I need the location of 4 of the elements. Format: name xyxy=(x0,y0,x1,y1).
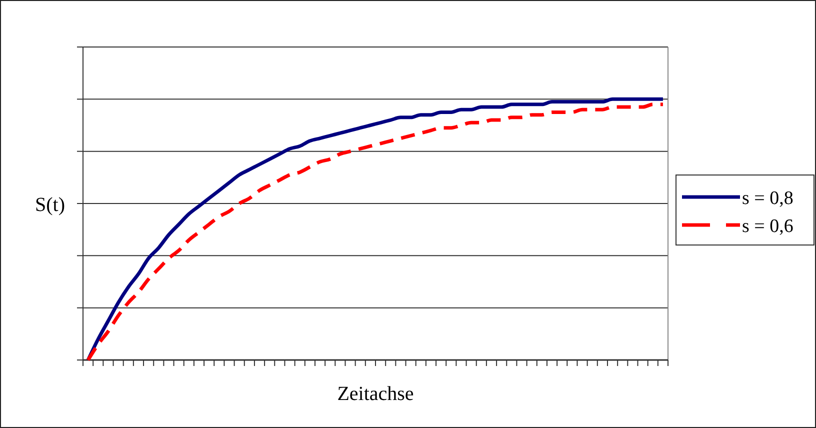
y-axis-title: S(t) xyxy=(35,194,65,216)
legend-label: s = 0,6 xyxy=(742,216,794,237)
legend-label: s = 0,8 xyxy=(742,188,794,209)
x-axis-title: Zeitachse xyxy=(337,383,414,405)
